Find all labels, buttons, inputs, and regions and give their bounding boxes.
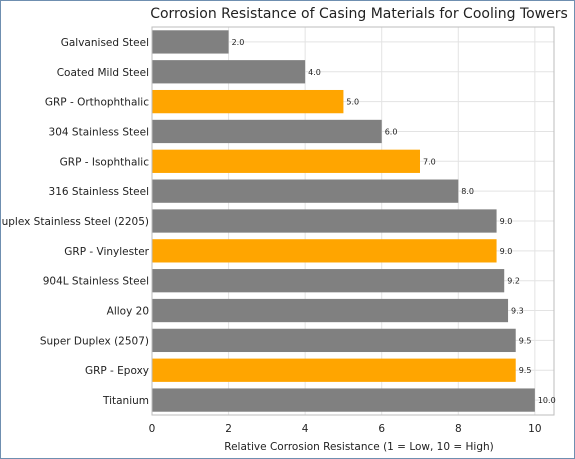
bar-value-label: 9.3 <box>511 307 524 316</box>
category-label: Super Duplex (2507) <box>40 335 149 347</box>
bar-value-label: 9.0 <box>500 247 513 256</box>
bar <box>152 298 509 323</box>
labels: 0 2 4 6 8 10 2.0 Galvanised Steel 4.0 Coated Mild… <box>1 37 556 435</box>
bar <box>152 179 459 203</box>
x-tick-label: 6 <box>378 423 385 435</box>
bar-value-label: 9.2 <box>507 277 520 286</box>
bar <box>152 269 505 293</box>
chart-title: Corrosion Resistance of Casing Materials… <box>150 6 568 22</box>
bar <box>152 60 306 84</box>
category-label: 316 Stainless Steel <box>49 186 149 198</box>
bar-value-label: 10.0 <box>538 396 556 405</box>
bar-value-label: 9.0 <box>500 217 513 226</box>
bar <box>152 239 497 263</box>
x-tick-label: 8 <box>455 423 462 435</box>
bar-value-label: 8.0 <box>461 187 474 196</box>
x-axis-label: Relative Corrosion Resistance (1 = Low, … <box>224 441 493 453</box>
bar <box>152 149 420 173</box>
bar <box>152 388 535 412</box>
bar-value-label: 4.0 <box>308 68 321 77</box>
bar-value-label: 7.0 <box>423 157 436 166</box>
x-tick-label: 0 <box>149 423 156 435</box>
bar-value-label: 2.0 <box>232 38 245 47</box>
bar <box>152 89 344 114</box>
bar <box>152 30 229 54</box>
bars <box>152 30 535 412</box>
bar-value-label: 5.0 <box>346 98 359 107</box>
category-label: Titanium <box>102 395 149 407</box>
category-label: 304 Stainless Steel <box>49 126 149 138</box>
category-label: GRP - Epoxy <box>85 365 149 377</box>
category-label: Coated Mild Steel <box>57 67 149 79</box>
bar-value-label: 6.0 <box>385 127 398 136</box>
category-label: Duplex Stainless Steel (2205) <box>1 216 149 228</box>
bar <box>152 119 382 144</box>
x-tick-label: 2 <box>225 423 232 435</box>
category-label: GRP - Orthophthalic <box>45 97 149 109</box>
category-label: 904L Stainless Steel <box>43 276 149 288</box>
x-tick-label: 10 <box>528 423 541 435</box>
bar-value-label: 9.5 <box>519 366 532 375</box>
plot-area <box>151 26 555 416</box>
x-tick-label: 4 <box>302 423 309 435</box>
category-label: Galvanised Steel <box>61 37 149 49</box>
bar <box>152 358 516 382</box>
category-label: Alloy 20 <box>107 306 149 318</box>
bar <box>152 328 516 353</box>
category-label: GRP - Vinylester <box>64 246 149 258</box>
bar <box>152 209 497 233</box>
category-label: GRP - Isophthalic <box>60 156 150 168</box>
bar-value-label: 9.5 <box>519 336 532 345</box>
